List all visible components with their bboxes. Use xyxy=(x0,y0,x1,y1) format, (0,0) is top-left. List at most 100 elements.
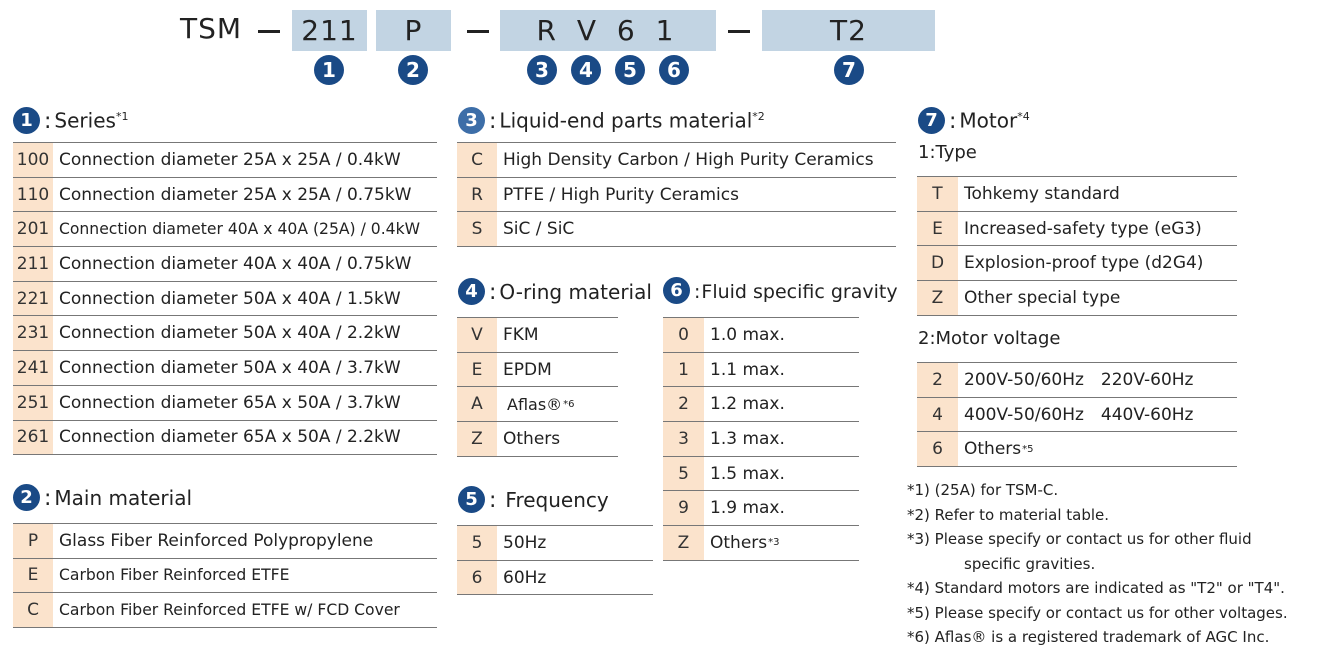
motor-type-code: D xyxy=(917,246,958,281)
frequency-desc: 50Hz xyxy=(503,532,547,553)
series-title: Series xyxy=(54,108,116,133)
table-row: 2 1.2 max. xyxy=(663,387,859,423)
motor-type-desc: Increased-safety type (eG3) xyxy=(964,218,1202,239)
series-desc: Connection diameter 50A x 40A / 3.7kW xyxy=(59,357,401,378)
table-row: C High Density Carbon / High Purity Ceram… xyxy=(457,143,896,178)
code-dash xyxy=(467,30,489,33)
frequency-heading: 5: Frequency xyxy=(458,484,609,516)
gravity-code: Z xyxy=(663,526,704,560)
table-row: R PTFE / High Purity Ceramics xyxy=(457,177,896,213)
oring-code: V xyxy=(457,318,497,352)
series-desc: Connection diameter 40A x 40A / 0.75kW xyxy=(59,253,412,274)
table-row: V FKM xyxy=(457,318,618,353)
table-row: 5 1.5 max. xyxy=(663,456,859,492)
frequency-code: 5 xyxy=(457,526,497,560)
motor-title: Motor xyxy=(959,108,1018,133)
oring-code: Z xyxy=(457,422,497,456)
series-code: 221 xyxy=(13,281,53,316)
gravity-title: Fluid specific gravity xyxy=(701,281,898,303)
oring-desc: FKM xyxy=(503,324,539,345)
series-number: 1 xyxy=(13,106,40,134)
footnote: *3) Please specify or contact us for oth… xyxy=(907,530,1252,548)
marker-7: 7 xyxy=(834,55,864,85)
model-prefix: TSM xyxy=(180,12,243,45)
table-row: T Tohkemy standard xyxy=(917,177,1237,212)
gravity-number: 6 xyxy=(663,277,690,304)
main-material-code: C xyxy=(13,593,53,627)
liquid-end-desc: PTFE / High Purity Ceramics xyxy=(503,184,739,205)
oring-title: O-ring material xyxy=(499,280,652,304)
table-row: 251 Connection diameter 65A x 50A / 3.7kW xyxy=(13,385,437,421)
oring-code: A xyxy=(457,387,497,422)
oring-desc: EPDM xyxy=(503,359,552,380)
table-row: 3 1.3 max. xyxy=(663,422,859,457)
table-row: 221 Connection diameter 50A x 40A / 1.5kW xyxy=(13,281,437,317)
gravity-table: 0 1.0 max. 1 1.1 max. 2 1.2 max. 3 1.3 max. … xyxy=(663,317,859,561)
motor-heading: 7: Motor*4 xyxy=(918,101,1030,134)
gravity-desc: 1.9 max. xyxy=(710,498,785,519)
main-material-desc: Glass Fiber Reinforced Polypropylene xyxy=(59,530,374,551)
code-box-options: R V 6 1 xyxy=(500,10,716,51)
oring-desc-note: *6 xyxy=(563,398,575,410)
table-row: 211 Connection diameter 40A x 40A / 0.75k… xyxy=(13,247,437,282)
table-row: 6 Others *5 xyxy=(917,432,1237,468)
table-row: Z Others xyxy=(457,422,618,457)
series-code: 211 xyxy=(13,247,53,281)
motor-voltage-desc: 400V-50/60Hz 440V-60Hz xyxy=(964,404,1194,425)
motor-type-label: 1:Type xyxy=(918,142,977,163)
gravity-heading: 6:Fluid specific gravity xyxy=(663,276,898,308)
liquid-end-code: R xyxy=(457,177,497,212)
oring-number: 4 xyxy=(458,278,485,305)
code-box-main-material: P xyxy=(376,10,451,51)
frequency-table: 5 50Hz 6 60Hz xyxy=(457,525,653,596)
footnote-continuation: specific gravities. xyxy=(964,554,1096,573)
table-row: 201 Connection diameter 40A x 40A (25A) /… xyxy=(13,212,437,248)
series-note: *1 xyxy=(115,110,129,123)
oring-table: V FKM E EPDM A Aflas® *6 Z Others xyxy=(457,317,618,457)
table-row: 231 Connection diameter 50A x 40A / 2.2kW xyxy=(13,316,437,352)
table-row: 2 200V-50/60Hz 220V-60Hz xyxy=(917,363,1237,398)
motor-voltage-desc-text: Others xyxy=(964,439,1022,460)
gravity-desc: Others *3 xyxy=(704,526,780,560)
gravity-desc: 1.5 max. xyxy=(710,463,785,484)
motor-type-code: E xyxy=(917,211,958,246)
footnote: *2) Refer to material table. xyxy=(907,505,1110,524)
motor-voltage-code: 4 xyxy=(917,397,958,432)
frequency-desc: 60Hz xyxy=(503,567,547,588)
main-material-code: E xyxy=(13,558,53,592)
main-material-code: P xyxy=(13,524,53,558)
table-row: A Aflas® *6 xyxy=(457,387,618,423)
oring-code: E xyxy=(457,352,497,387)
oring-desc: Others xyxy=(503,428,561,449)
table-row: Z Other special type xyxy=(917,281,1237,316)
series-code: 110 xyxy=(13,177,53,212)
motor-voltage-desc: 200V-50/60Hz 220V-60Hz xyxy=(964,369,1194,390)
series-desc: Connection diameter 25A x 25A / 0.75kW xyxy=(59,184,412,205)
table-row: 110 Connection diameter 25A x 25A / 0.75k… xyxy=(13,177,437,213)
motor-type-table: T Tohkemy standard E Increased-safety type… xyxy=(917,176,1237,316)
liquid-end-code: S xyxy=(457,212,497,247)
series-code: 261 xyxy=(13,420,53,455)
table-row: E Increased-safety type (eG3) xyxy=(917,211,1237,247)
footnote: *6) Aflas® is a registered trademark of … xyxy=(907,628,1270,646)
series-desc: Connection diameter 65A x 50A / 2.2kW xyxy=(59,427,401,448)
main-material-title: Main material xyxy=(54,486,192,510)
code-dash xyxy=(258,30,280,33)
table-row: 5 50Hz xyxy=(457,526,653,561)
table-row: 4 400V-50/60Hz 440V-60Hz xyxy=(917,397,1237,433)
liquid-end-note: *2 xyxy=(752,110,765,123)
table-row: 1 1.1 max. xyxy=(663,352,859,388)
series-table: 100 Connection diameter 25A x 25A / 0.4kW… xyxy=(13,142,437,456)
series-desc: Connection diameter 40A x 40A (25A) / 0.… xyxy=(59,220,421,239)
liquid-end-desc: SiC / SiC xyxy=(503,219,575,240)
liquid-end-number: 3 xyxy=(458,106,485,134)
table-row: E EPDM xyxy=(457,352,618,388)
marker-6: 6 xyxy=(659,55,689,85)
table-row: 9 1.9 max. xyxy=(663,491,859,527)
liquid-end-code: C xyxy=(457,143,497,177)
table-row: E Carbon Fiber Reinforced ETFE xyxy=(13,558,437,593)
gravity-desc-note: *3 xyxy=(768,537,780,549)
series-code: 201 xyxy=(13,212,53,247)
gravity-desc-text: Others xyxy=(710,532,768,553)
frequency-number: 5 xyxy=(458,486,485,513)
